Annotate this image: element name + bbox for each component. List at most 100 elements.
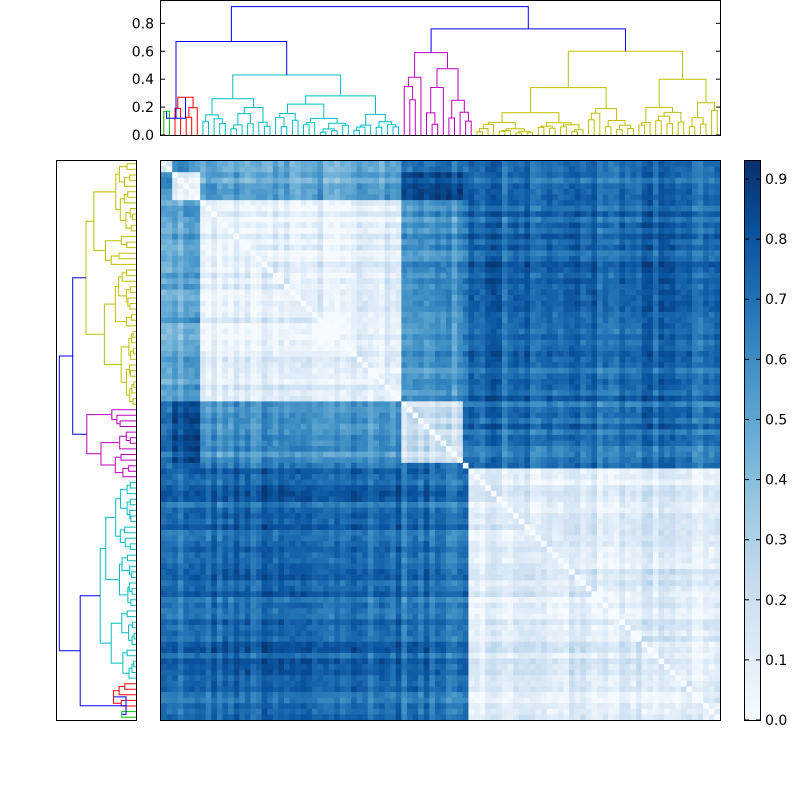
- heatmap-cell: [289, 272, 296, 279]
- heatmap-cell: [429, 300, 436, 307]
- heatmap-cell: [295, 256, 302, 263]
- heatmap-cell: [216, 574, 223, 581]
- heatmap-cell: [440, 205, 447, 212]
- heatmap-cell: [200, 680, 207, 687]
- heatmap-cell: [401, 306, 408, 313]
- heatmap-cell: [300, 490, 307, 497]
- heatmap-cell: [177, 708, 184, 715]
- heatmap-cell: [295, 339, 302, 346]
- heatmap-cell: [216, 697, 223, 704]
- heatmap-cell: [205, 250, 212, 257]
- heatmap-cell: [574, 200, 581, 207]
- heatmap-cell: [172, 379, 179, 386]
- heatmap-cell: [507, 177, 514, 184]
- heatmap-cell: [647, 172, 654, 179]
- left-dendrogram-link: [133, 347, 136, 355]
- heatmap-cell: [401, 205, 408, 212]
- heatmap-cell: [200, 675, 207, 682]
- left-dendrogram-link: [133, 660, 136, 668]
- heatmap-cell: [216, 446, 223, 453]
- heatmap-cell: [462, 205, 469, 212]
- heatmap-cell: [205, 552, 212, 559]
- heatmap-cell: [250, 557, 257, 564]
- heatmap-cell: [418, 250, 425, 257]
- heatmap-cell: [462, 166, 469, 173]
- heatmap-cell: [216, 591, 223, 598]
- heatmap-cell: [283, 652, 291, 660]
- heatmap-cell: [412, 272, 419, 279]
- heatmap-cell: [172, 239, 179, 246]
- heatmap-cell: [367, 283, 374, 291]
- heatmap-cell: [228, 183, 235, 190]
- heatmap-cell: [339, 172, 346, 179]
- heatmap-cell: [479, 233, 486, 240]
- heatmap-cell: [300, 379, 307, 386]
- heatmap-cell: [216, 529, 223, 537]
- heatmap-cell: [647, 239, 654, 246]
- heatmap-cell: [451, 211, 458, 218]
- heatmap-cell: [244, 602, 251, 609]
- heatmap-cell: [228, 406, 235, 414]
- heatmap-cell: [177, 485, 184, 492]
- heatmap-cell: [267, 647, 274, 654]
- heatmap-cell: [697, 239, 704, 246]
- heatmap-cell: [602, 261, 609, 268]
- heatmap-cell: [289, 524, 296, 531]
- heatmap-cell: [300, 602, 307, 609]
- left-dendrogram-link: [119, 198, 126, 221]
- heatmap-cell: [658, 166, 665, 173]
- heatmap-cell: [222, 641, 229, 648]
- heatmap-cell: [557, 194, 564, 201]
- heatmap-cell: [675, 289, 682, 296]
- heatmap-cell: [256, 334, 263, 341]
- heatmap-cell: [513, 183, 520, 190]
- heatmap-cell: [630, 256, 637, 263]
- heatmap-cell: [479, 250, 486, 257]
- heatmap-cell: [485, 216, 492, 223]
- heatmap-cell: [412, 211, 419, 218]
- heatmap-cell: [295, 166, 302, 173]
- heatmap-cell: [278, 619, 285, 626]
- heatmap-cell: [188, 591, 196, 598]
- heatmap-cell: [244, 496, 251, 503]
- heatmap-cell: [233, 692, 240, 699]
- heatmap-cell: [658, 222, 665, 229]
- heatmap-cell: [356, 205, 363, 212]
- heatmap-cell: [216, 222, 223, 229]
- heatmap-cell: [334, 228, 341, 235]
- heatmap-cell: [267, 669, 274, 676]
- heatmap-cell: [501, 289, 509, 296]
- heatmap-cell: [714, 283, 721, 291]
- heatmap-cell: [244, 485, 251, 492]
- heatmap-cell: [244, 200, 251, 207]
- heatmap-cell: [390, 161, 397, 168]
- heatmap-cell: [228, 222, 235, 229]
- heatmap-cell: [228, 244, 235, 251]
- heatmap-cell: [675, 300, 682, 307]
- heatmap-cell: [462, 250, 469, 257]
- heatmap-cell: [211, 619, 218, 626]
- heatmap-cell: [574, 267, 581, 274]
- heatmap-cell: [250, 272, 257, 279]
- heatmap-cell: [608, 250, 615, 257]
- heatmap-cell: [703, 261, 710, 268]
- heatmap-cell: [300, 239, 307, 246]
- heatmap-cell: [205, 161, 212, 168]
- heatmap-cell: [183, 406, 190, 414]
- heatmap-cell: [513, 295, 520, 302]
- heatmap-cell: [669, 161, 676, 168]
- heatmap-cell: [256, 462, 263, 469]
- heatmap-cell: [714, 183, 721, 190]
- heatmap-cell: [669, 228, 676, 235]
- heatmap-cell: [228, 384, 235, 391]
- heatmap-cell: [200, 518, 207, 525]
- heatmap-cell: [200, 272, 207, 279]
- heatmap-cell: [334, 216, 341, 223]
- heatmap-cell: [177, 267, 184, 274]
- heatmap-cell: [172, 692, 179, 699]
- heatmap-cell: [295, 317, 302, 324]
- heatmap-cell: [418, 177, 425, 184]
- heatmap-cell: [557, 228, 564, 235]
- heatmap-cell: [205, 183, 212, 190]
- heatmap-cell: [714, 172, 721, 179]
